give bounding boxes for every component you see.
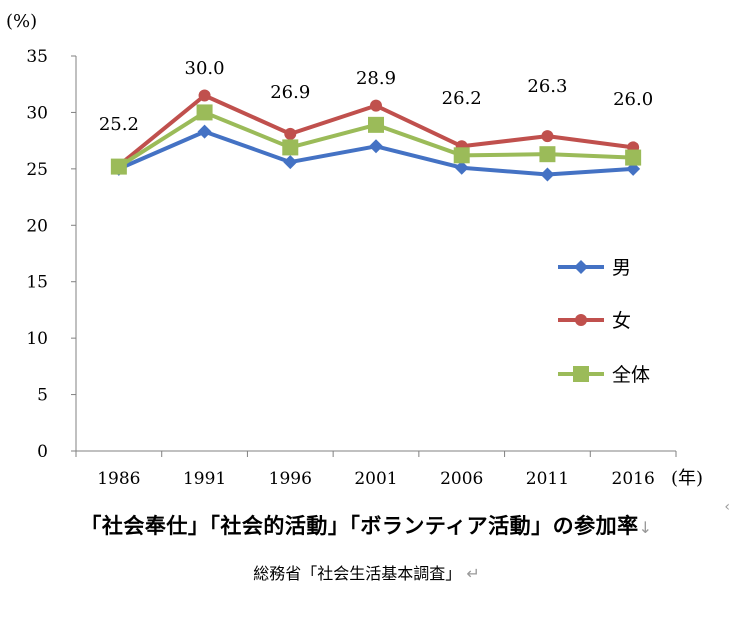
chart-title: 「社会奉仕」「社会的活動」「ボランティア活動」の参加率↓ — [0, 510, 733, 540]
return-mark: ↓ — [638, 518, 653, 537]
series-diamond — [111, 124, 641, 182]
data-label: 26.2 — [442, 88, 482, 109]
data-point — [574, 260, 588, 274]
x-tick-label: 2016 — [612, 469, 655, 489]
y-tick-label: 10 — [26, 329, 48, 349]
x-tick-label: 1991 — [183, 469, 226, 489]
data-point — [198, 89, 211, 102]
x-tick-label: 1996 — [269, 469, 312, 489]
legend-item: 男 — [558, 257, 631, 279]
axes: 0 5 10 15 20 25 30 35 1986 1991 1996 2001 2006 2011 20… — [6, 11, 703, 489]
data-labels: 25.2 30.0 26.9 28.9 26.2 26.3 26.0 — [99, 58, 653, 135]
data-point — [539, 146, 556, 163]
line-chart: 0 5 10 15 20 25 30 35 1986 1991 1996 2001 2006 2011 20… — [6, 11, 703, 489]
data-point — [540, 167, 555, 182]
data-label: 28.9 — [356, 68, 396, 89]
legend-label: 全体 — [612, 364, 650, 386]
data-point — [453, 147, 470, 164]
data-point — [370, 99, 382, 112]
data-label: 26.0 — [613, 89, 653, 110]
data-point — [541, 130, 554, 143]
data-point — [368, 116, 384, 133]
data-point — [575, 314, 587, 326]
chart-source-text: 総務省「社会生活基本調査」 — [253, 564, 462, 583]
x-tick-label: 2001 — [354, 469, 397, 489]
series-circle — [112, 89, 640, 172]
y-tick-label: 30 — [26, 103, 48, 123]
data-point — [282, 139, 299, 156]
y-tick-label: 25 — [26, 160, 48, 180]
data-point — [284, 127, 297, 140]
x-axis-unit: (年) — [671, 468, 703, 489]
legend-label: 女 — [612, 310, 631, 332]
x-tick-label: 1986 — [97, 469, 140, 489]
y-tick-label: 35 — [26, 47, 48, 67]
data-point — [625, 149, 642, 166]
y-tick-label: 20 — [26, 216, 48, 236]
y-tick-label: 0 — [37, 442, 48, 462]
series-square — [110, 104, 642, 175]
data-label: 26.3 — [527, 76, 567, 97]
x-tick-label: 2006 — [440, 469, 483, 489]
y-tick-label: 5 — [37, 386, 48, 406]
data-point — [283, 155, 298, 170]
data-point — [454, 160, 469, 175]
chart-title-text: 「社会奉仕」「社会的活動」「ボランティア活動」の参加率 — [80, 514, 639, 538]
edge-mark: ‹ — [724, 499, 730, 515]
series-layer — [110, 89, 642, 182]
data-point — [196, 104, 213, 121]
data-point — [369, 139, 383, 154]
chart-source: 総務省「社会生活基本調査」 ↵ — [0, 560, 733, 584]
y-tick-label: 15 — [26, 273, 48, 293]
legend-item: 女 — [558, 310, 631, 332]
data-point — [573, 366, 589, 382]
return-mark: ↵ — [466, 564, 480, 583]
data-point — [110, 158, 127, 175]
data-point — [197, 124, 212, 139]
x-tick-label: 2011 — [526, 469, 569, 489]
legend-item: 全体 — [558, 364, 650, 386]
data-label: 26.9 — [270, 82, 310, 103]
data-label: 30.0 — [185, 58, 225, 79]
y-axis-unit: (%) — [6, 11, 37, 32]
legend-label: 男 — [612, 257, 631, 279]
data-label: 25.2 — [99, 114, 139, 135]
